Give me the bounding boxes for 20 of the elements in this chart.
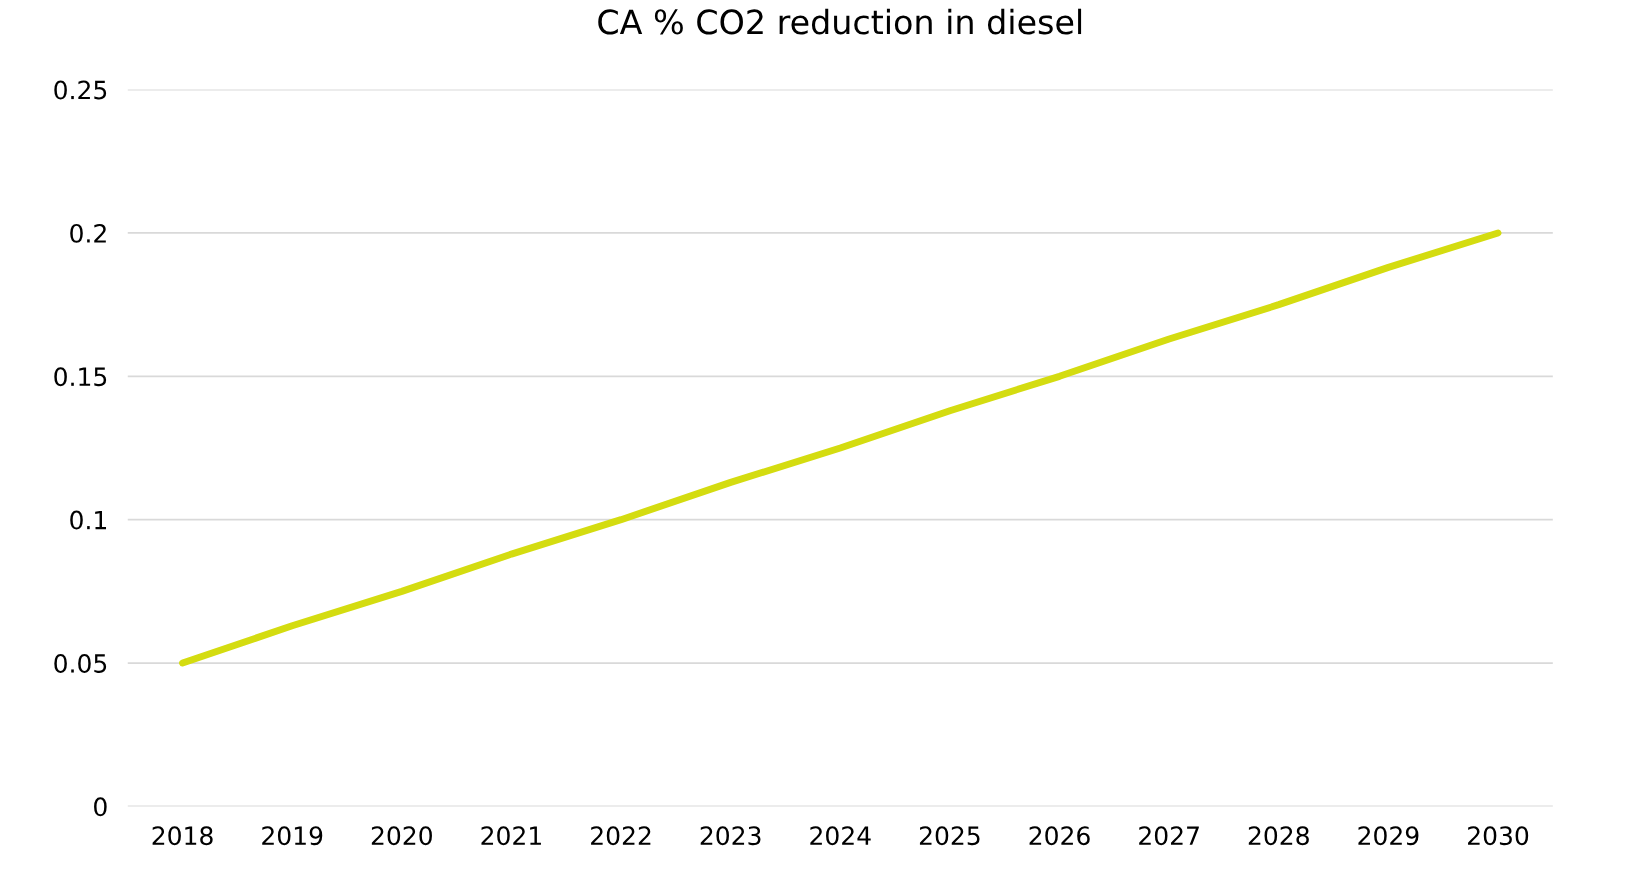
x-tick-label: 2028: [1248, 826, 1309, 846]
y-tick-label: 0.2: [70, 223, 106, 243]
x-tick-label: 2025: [919, 826, 980, 846]
chart-title: CA % CO2 reduction in diesel: [598, 8, 1082, 35]
y-tick-label: 0.1: [70, 510, 107, 530]
x-tick-label: 2020: [371, 826, 432, 846]
x-tick-label: 2023: [700, 826, 761, 846]
x-tick-label: 2024: [810, 826, 871, 846]
x-tick-label: 2021: [481, 826, 541, 846]
x-tick-label: 2027: [1139, 826, 1199, 846]
y-tick-label: 0.25: [54, 80, 107, 100]
y-tick-label: 0.05: [54, 653, 107, 673]
x-tick-label: 2026: [1029, 826, 1090, 846]
y-tick-label: 0.15: [54, 367, 107, 387]
x-tick-label: 2030: [1468, 826, 1529, 846]
y-tick-label: 0: [94, 797, 107, 817]
x-tick-label: 2019: [262, 826, 323, 846]
x-tick-label: 2022: [591, 826, 651, 846]
x-tick-label: 2018: [152, 826, 213, 846]
x-tick-label: 2029: [1358, 826, 1419, 846]
